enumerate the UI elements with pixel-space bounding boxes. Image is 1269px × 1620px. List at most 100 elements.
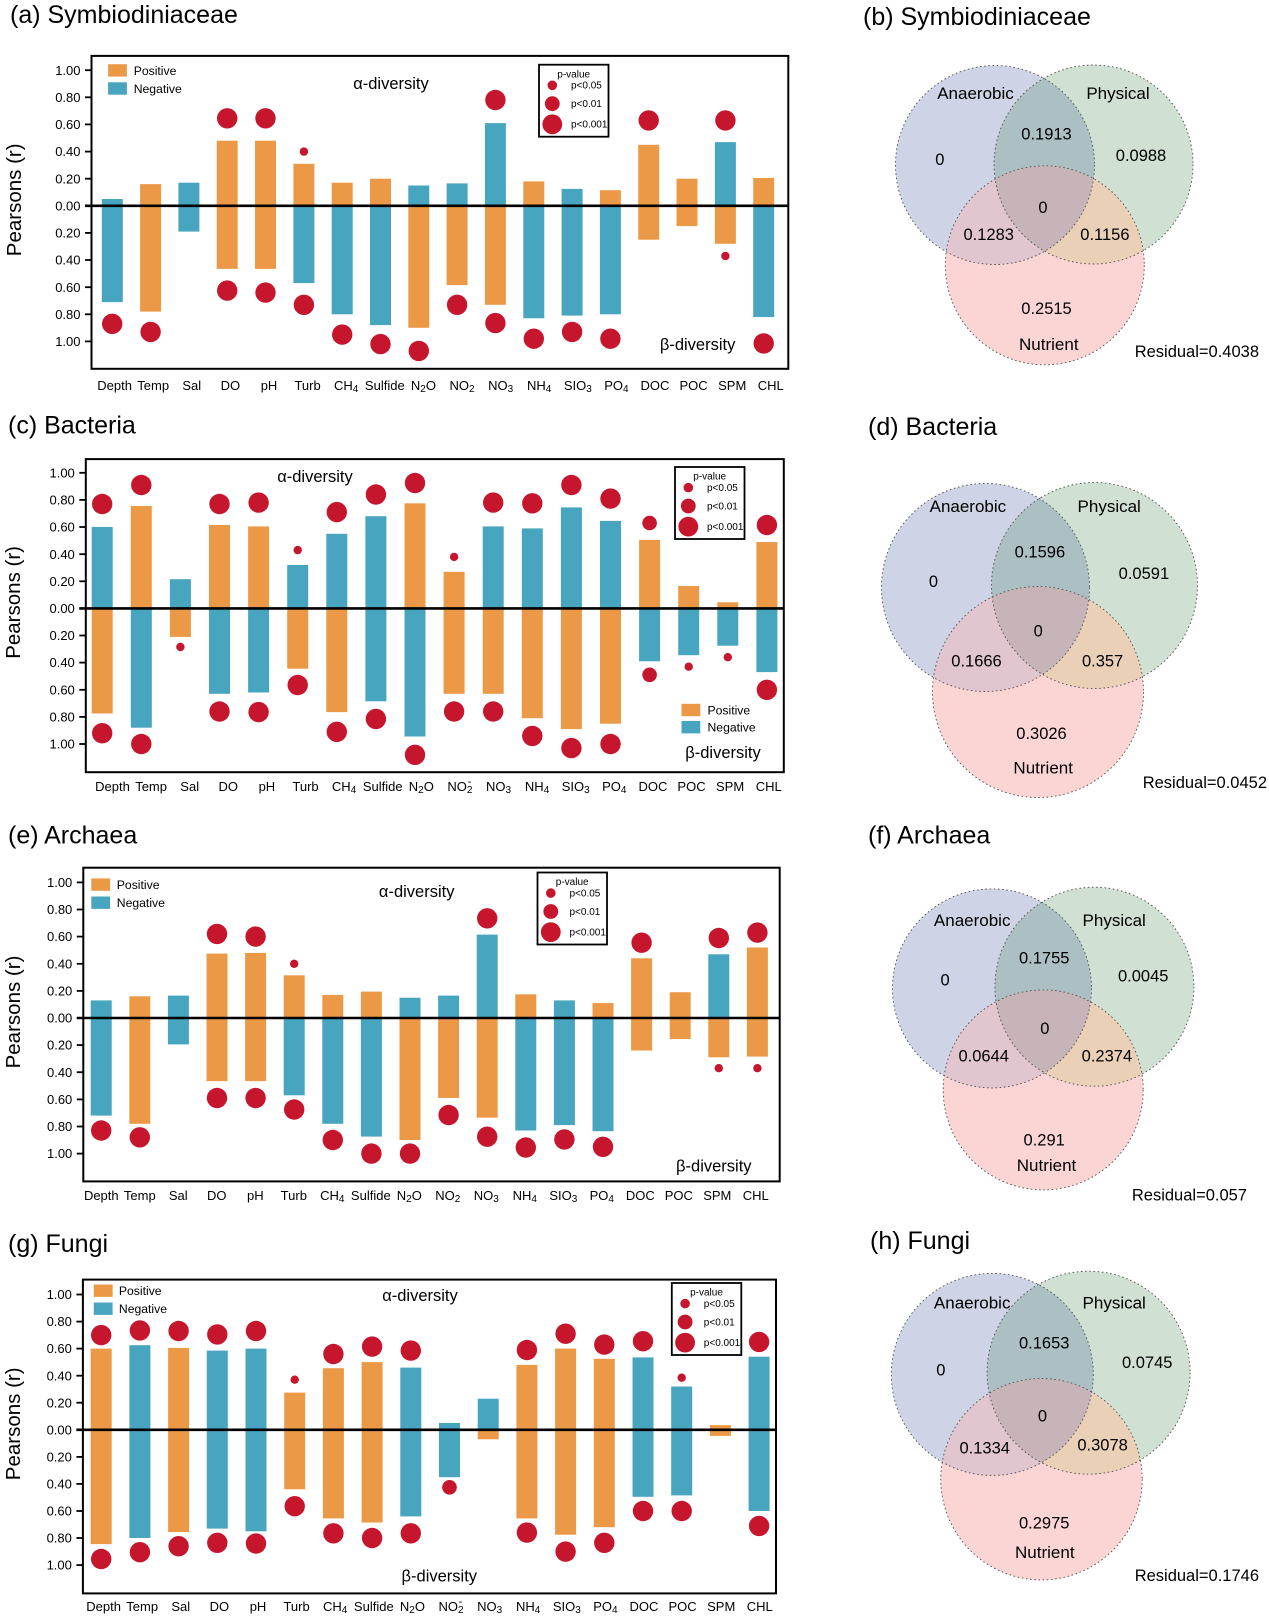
svg-text:CHL: CHL: [758, 378, 784, 393]
svg-text:β-diversity: β-diversity: [402, 1568, 478, 1586]
svg-text:p<0.001: p<0.001: [704, 1338, 741, 1349]
svg-text:1.00: 1.00: [55, 334, 80, 349]
svg-text:1.00: 1.00: [47, 1146, 72, 1161]
svg-text:0: 0: [1038, 1407, 1047, 1425]
svg-text:0.00: 0.00: [47, 1422, 72, 1437]
svg-text:pH: pH: [259, 779, 276, 794]
svg-text:NO3: NO3: [488, 378, 513, 395]
svg-text:0.2515: 0.2515: [1021, 300, 1071, 318]
svg-text:α-diversity: α-diversity: [277, 468, 353, 486]
svg-text:Sulfide: Sulfide: [354, 1599, 394, 1614]
svg-text:0.80: 0.80: [47, 1314, 72, 1329]
svg-text:0.20: 0.20: [47, 1395, 72, 1410]
svg-text:DO: DO: [221, 378, 241, 393]
svg-text:p<0.01: p<0.01: [571, 99, 602, 110]
svg-text:NH4: NH4: [527, 378, 552, 395]
svg-text:1.00: 1.00: [49, 465, 74, 480]
svg-text:DO: DO: [210, 1599, 230, 1614]
svg-text:0: 0: [936, 1362, 945, 1380]
svg-text:p<0.01: p<0.01: [570, 907, 601, 918]
svg-text:POC: POC: [677, 779, 705, 794]
svg-text:0.80: 0.80: [47, 1119, 72, 1134]
svg-text:Turb: Turb: [292, 779, 318, 794]
svg-text:NO3: NO3: [477, 1599, 503, 1615]
svg-text:SPM: SPM: [716, 779, 744, 794]
svg-text:β-diversity: β-diversity: [660, 336, 736, 354]
svg-text:β-diversity: β-diversity: [685, 744, 761, 762]
svg-text:p<0.01: p<0.01: [707, 501, 738, 512]
svg-text:1.00: 1.00: [47, 1558, 72, 1573]
svg-text:PO4: PO4: [590, 1188, 615, 1205]
svg-text:1.00: 1.00: [47, 1287, 72, 1302]
svg-text:Residual=0.0452: Residual=0.0452: [1143, 774, 1267, 792]
svg-text:Negative: Negative: [117, 896, 165, 910]
svg-text:0.40: 0.40: [49, 655, 74, 670]
svg-text:0: 0: [941, 972, 950, 990]
svg-text:Temp: Temp: [124, 1188, 156, 1203]
svg-text:0.0745: 0.0745: [1122, 1354, 1172, 1372]
svg-text:Sal: Sal: [169, 1188, 188, 1203]
svg-text:NH4: NH4: [525, 779, 550, 796]
svg-text:0.40: 0.40: [47, 1477, 72, 1492]
svg-text:p-value: p-value: [693, 472, 726, 483]
svg-text:N2O: N2O: [411, 378, 436, 395]
svg-text:0.1156: 0.1156: [1080, 226, 1129, 244]
svg-text:0.291: 0.291: [1024, 1132, 1065, 1150]
svg-text:p-value: p-value: [556, 877, 589, 888]
svg-text:CH4: CH4: [320, 1188, 345, 1205]
svg-text:p<0.001: p<0.001: [571, 120, 608, 131]
svg-text:p<0.01: p<0.01: [704, 1317, 735, 1328]
svg-text:SPM: SPM: [718, 378, 746, 393]
svg-text:Positive: Positive: [134, 64, 177, 78]
svg-text:Nutrient: Nutrient: [1017, 1156, 1077, 1175]
svg-text:0: 0: [1040, 1020, 1049, 1038]
svg-text:0.00: 0.00: [55, 198, 80, 213]
svg-text:Depth: Depth: [97, 378, 132, 393]
svg-text:0: 0: [1038, 199, 1047, 217]
svg-text:α-diversity: α-diversity: [382, 1287, 458, 1305]
svg-text:p-value: p-value: [557, 69, 590, 80]
svg-text:NO2: NO2: [435, 1188, 461, 1205]
svg-text:CHL: CHL: [747, 1599, 773, 1614]
svg-text:Pearsons (r): Pearsons (r): [2, 1367, 25, 1480]
svg-text:Positive: Positive: [119, 1284, 162, 1298]
svg-text:0.80: 0.80: [55, 307, 80, 322]
svg-text:DO: DO: [207, 1188, 227, 1203]
svg-text:SIO3: SIO3: [553, 1599, 581, 1615]
svg-text:0.0644: 0.0644: [958, 1048, 1008, 1066]
svg-text:0.0988: 0.0988: [1116, 147, 1166, 165]
svg-text:(d) Bacteria: (d) Bacteria: [868, 413, 997, 441]
svg-text:Negative: Negative: [708, 721, 756, 735]
svg-text:0: 0: [1034, 623, 1043, 641]
svg-text:0.40: 0.40: [47, 1368, 72, 1383]
svg-text:(b) Symbiodiniaceae: (b) Symbiodiniaceae: [863, 3, 1091, 31]
svg-text:1.00: 1.00: [49, 737, 74, 752]
svg-text:Nutrient: Nutrient: [1015, 1543, 1075, 1562]
svg-text:0.2374: 0.2374: [1082, 1048, 1132, 1066]
svg-text:0.1283: 0.1283: [963, 226, 1013, 244]
svg-text:pH: pH: [250, 1599, 267, 1614]
svg-text:Anaerobic: Anaerobic: [934, 911, 1011, 930]
svg-text:POC: POC: [665, 1188, 693, 1203]
svg-text:NO2-: NO2-: [447, 776, 473, 796]
svg-text:0.80: 0.80: [47, 902, 72, 917]
svg-text:0.3026: 0.3026: [1016, 725, 1066, 743]
svg-text:(e) Archaea: (e) Archaea: [8, 822, 137, 850]
svg-text:Negative: Negative: [134, 82, 182, 96]
svg-text:0.60: 0.60: [55, 117, 80, 132]
svg-text:Sal: Sal: [182, 378, 201, 393]
svg-text:0.20: 0.20: [47, 984, 72, 999]
svg-text:Pearsons (r): Pearsons (r): [3, 143, 26, 256]
svg-text:0.40: 0.40: [47, 1065, 72, 1080]
svg-text:CHL: CHL: [756, 779, 782, 794]
svg-text:pH: pH: [261, 378, 278, 393]
svg-text:SPM: SPM: [703, 1188, 731, 1203]
svg-text:1.00: 1.00: [47, 875, 72, 890]
svg-text:p<0.001: p<0.001: [707, 522, 744, 533]
svg-text:Anaerobic: Anaerobic: [937, 84, 1014, 103]
svg-text:0.357: 0.357: [1082, 652, 1123, 670]
svg-text:Depth: Depth: [86, 1599, 121, 1614]
svg-text:(g) Fungi: (g) Fungi: [8, 1230, 108, 1258]
svg-text:0.1666: 0.1666: [951, 652, 1001, 670]
svg-text:NH4: NH4: [513, 1188, 538, 1205]
